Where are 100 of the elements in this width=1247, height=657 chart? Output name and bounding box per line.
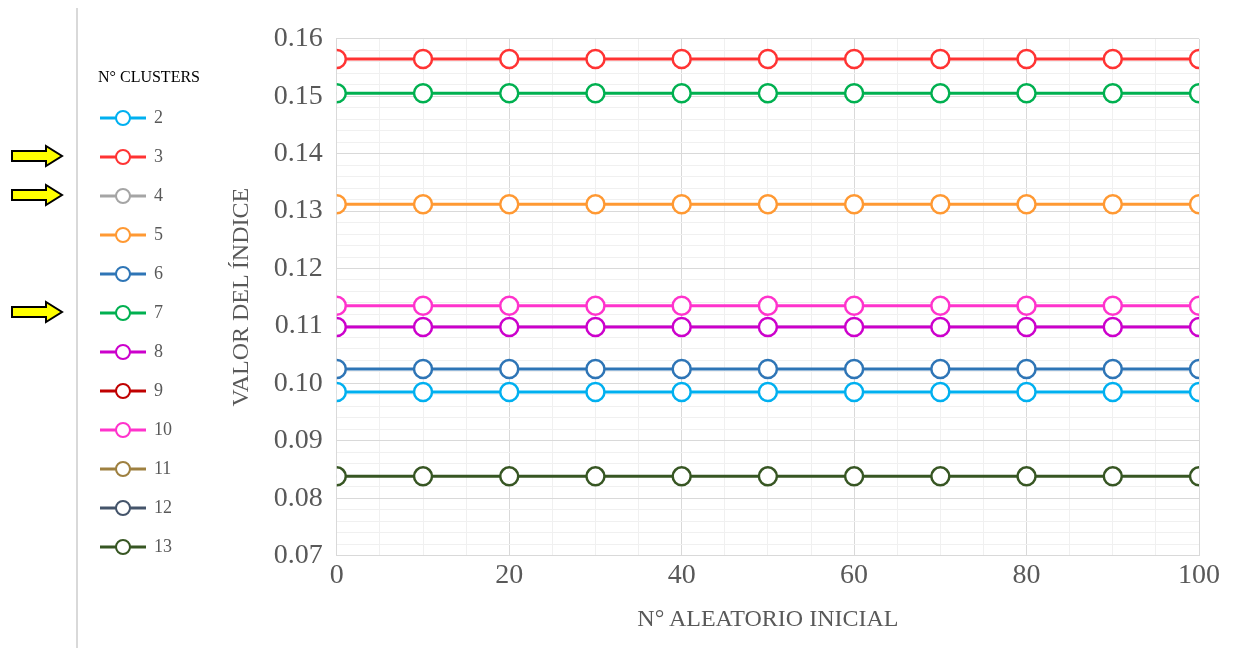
point bbox=[585, 358, 606, 380]
point bbox=[843, 83, 865, 104]
point bbox=[498, 381, 520, 403]
point bbox=[585, 295, 606, 317]
point bbox=[671, 358, 692, 380]
point bbox=[412, 193, 434, 215]
y-tick-label: 0.08 bbox=[273, 480, 323, 512]
y-tick-label: 0.12 bbox=[273, 250, 323, 282]
point bbox=[498, 193, 520, 215]
point bbox=[930, 193, 951, 215]
point bbox=[843, 466, 865, 487]
point bbox=[1102, 316, 1124, 338]
point bbox=[1102, 193, 1124, 215]
legend-label: 9 bbox=[154, 380, 163, 401]
point bbox=[757, 358, 779, 380]
point bbox=[1016, 48, 1037, 70]
point bbox=[757, 466, 779, 487]
point bbox=[671, 48, 692, 70]
point bbox=[930, 358, 951, 380]
point bbox=[498, 316, 520, 338]
point bbox=[498, 358, 520, 380]
point bbox=[1102, 466, 1124, 487]
legend-label: 10 bbox=[154, 419, 172, 440]
point bbox=[1102, 358, 1124, 380]
x-tick-label: 80 bbox=[1012, 557, 1041, 589]
point bbox=[757, 381, 779, 403]
point bbox=[757, 316, 779, 338]
point bbox=[585, 381, 606, 403]
point bbox=[498, 83, 520, 104]
point bbox=[1016, 358, 1037, 380]
point bbox=[930, 466, 951, 487]
point bbox=[412, 295, 434, 317]
point bbox=[585, 193, 606, 215]
legend-label: 3 bbox=[154, 146, 163, 167]
x-tick-label: 20 bbox=[495, 557, 524, 589]
legend-label: 13 bbox=[154, 536, 172, 557]
point bbox=[930, 381, 951, 403]
point bbox=[1016, 295, 1037, 317]
x-tick-label: 0 bbox=[329, 557, 344, 589]
point bbox=[757, 193, 779, 215]
point bbox=[843, 295, 865, 317]
point bbox=[671, 83, 692, 104]
point bbox=[585, 466, 606, 487]
point bbox=[757, 48, 779, 70]
point bbox=[412, 358, 434, 380]
x-tick-label: 100 bbox=[1178, 557, 1220, 589]
x-axis-title: N° ALEATORIO INICIAL bbox=[637, 604, 899, 631]
point bbox=[843, 48, 865, 70]
point bbox=[1016, 316, 1037, 338]
point bbox=[671, 466, 692, 487]
point bbox=[930, 48, 951, 70]
point bbox=[930, 316, 951, 338]
point bbox=[757, 295, 779, 317]
point bbox=[671, 381, 692, 403]
legend-title: N° CLUSTERS bbox=[98, 68, 200, 86]
legend-label: 2 bbox=[154, 107, 163, 128]
point bbox=[1016, 193, 1037, 215]
point bbox=[498, 466, 520, 487]
point bbox=[585, 83, 606, 104]
point bbox=[498, 48, 520, 70]
y-tick-label: 0.10 bbox=[273, 365, 323, 397]
legend-label: 12 bbox=[154, 497, 172, 518]
point bbox=[930, 295, 951, 317]
legend-label: 11 bbox=[154, 458, 172, 479]
point bbox=[1016, 466, 1037, 487]
point bbox=[498, 295, 520, 317]
point bbox=[671, 193, 692, 215]
y-tick-label: 0.09 bbox=[273, 423, 323, 455]
y-tick-label: 0.14 bbox=[273, 136, 323, 167]
y-axis-title: VALOR DEL ÍNDICE bbox=[226, 187, 253, 407]
legend-label: 6 bbox=[154, 263, 163, 284]
point bbox=[671, 316, 692, 338]
point bbox=[585, 48, 606, 70]
point bbox=[843, 316, 865, 338]
point bbox=[843, 381, 865, 403]
y-tick-label: 0.16 bbox=[273, 21, 323, 53]
point bbox=[757, 83, 779, 104]
y-tick-label: 0.13 bbox=[273, 193, 323, 225]
legend-label: 4 bbox=[154, 185, 163, 206]
x-tick-label: 60 bbox=[840, 557, 869, 589]
point bbox=[585, 316, 606, 338]
point bbox=[1016, 381, 1037, 403]
point bbox=[1102, 295, 1124, 317]
legend-label: 8 bbox=[154, 341, 163, 362]
point bbox=[843, 193, 865, 215]
point bbox=[843, 358, 865, 380]
point bbox=[1102, 381, 1124, 403]
x-tick-label: 40 bbox=[667, 557, 696, 589]
point bbox=[1102, 48, 1124, 70]
legend-label: 5 bbox=[154, 224, 163, 245]
point bbox=[412, 466, 434, 487]
point bbox=[1102, 83, 1124, 104]
point bbox=[412, 83, 434, 104]
point bbox=[1016, 83, 1037, 104]
point bbox=[671, 295, 692, 317]
y-tick-label: 0.15 bbox=[273, 78, 323, 110]
point bbox=[930, 83, 951, 104]
y-tick-label: 0.11 bbox=[274, 308, 323, 340]
y-tick-label: 0.07 bbox=[273, 537, 323, 569]
point bbox=[412, 316, 434, 338]
